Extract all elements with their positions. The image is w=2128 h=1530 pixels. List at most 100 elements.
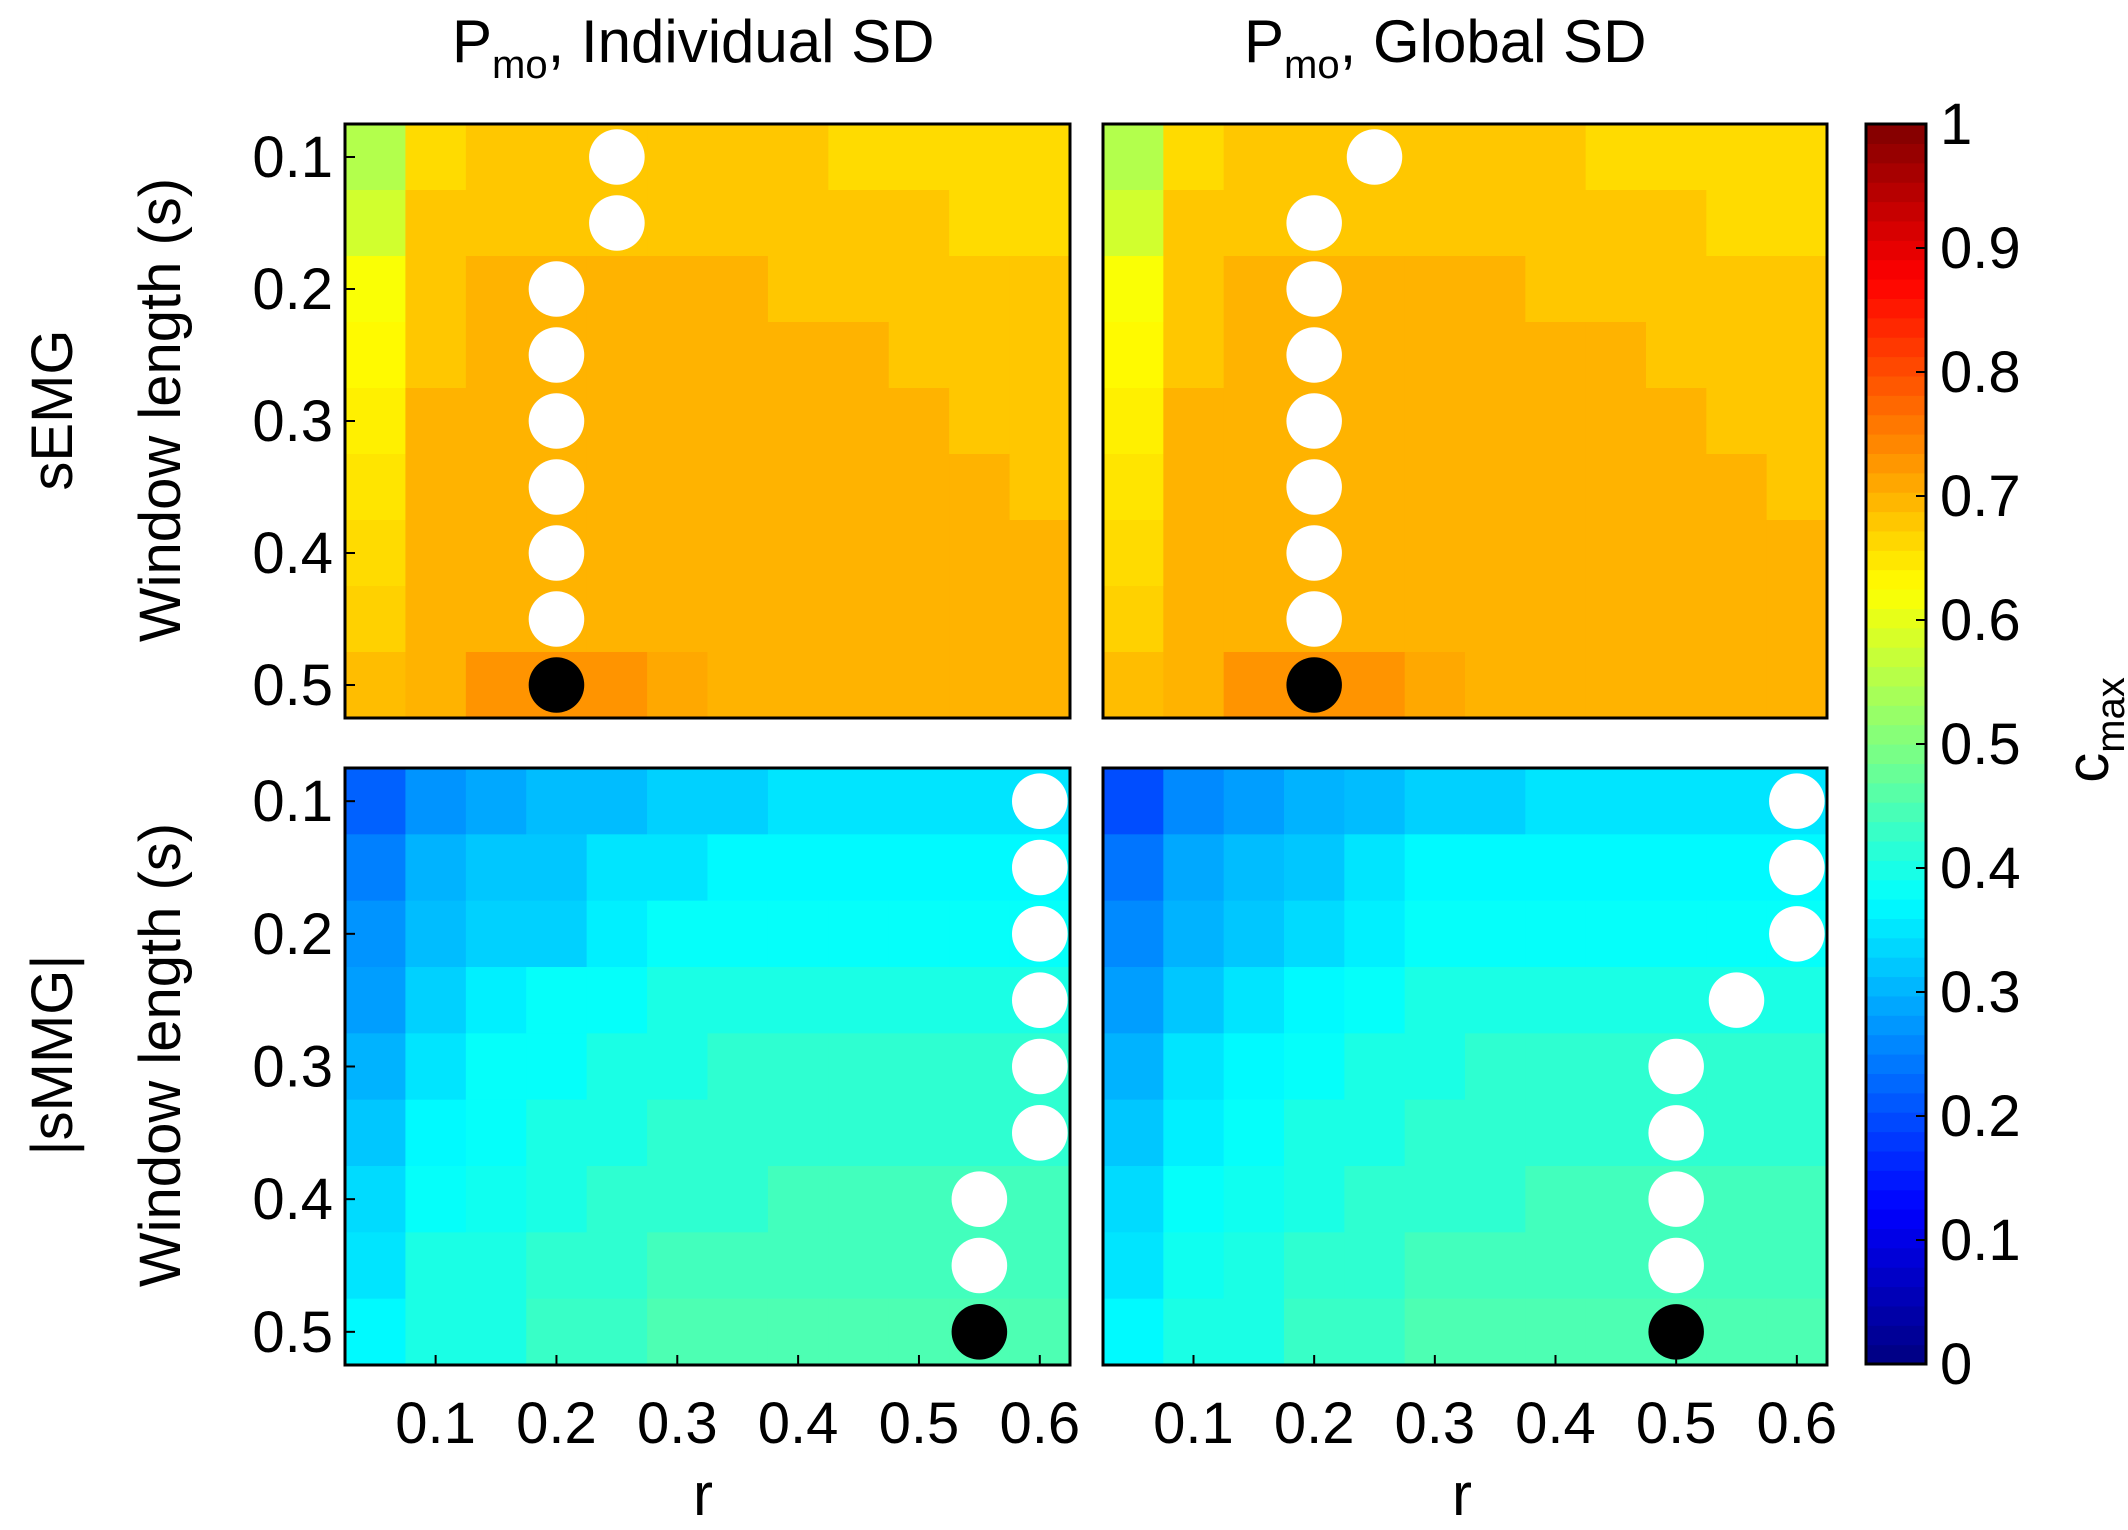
heatmap-cell [345, 1099, 407, 1167]
heatmap-cell [1009, 256, 1071, 323]
heatmap-cell [1223, 1232, 1285, 1300]
colorbar-swatch [1866, 414, 1926, 435]
colorbar-tick-label: 0.1 [1940, 1208, 2021, 1273]
heatmap-cell [707, 520, 769, 587]
heatmap-cell [767, 190, 829, 257]
heatmap-cell [1284, 1099, 1345, 1167]
heatmap-cell [1465, 388, 1526, 455]
heatmap-cell [1525, 1099, 1587, 1167]
heatmap-cell [586, 768, 648, 835]
heatmap-cell [647, 768, 709, 835]
heatmap-cell [1646, 256, 1707, 323]
heatmap-cell [1525, 768, 1587, 835]
heatmap-cell [888, 586, 950, 653]
heatmap-cell [767, 1099, 829, 1167]
heatmap-cell [1163, 520, 1225, 587]
max-marker [528, 591, 585, 647]
heatmap-cell [465, 586, 527, 653]
colorbar-swatch [1866, 685, 1926, 706]
heatmap-cell [345, 1166, 407, 1233]
optimum-marker [528, 657, 585, 713]
heatmap-cell [1465, 454, 1526, 521]
colorbar-swatch [1866, 937, 1926, 958]
heatmap-cell [1465, 256, 1526, 323]
colorbar-swatch [1866, 666, 1926, 687]
heatmap-cell [1766, 1232, 1828, 1300]
max-marker [1286, 261, 1342, 317]
heatmap-cell [1525, 1232, 1587, 1300]
heatmap-cell [465, 1298, 527, 1366]
colorbar-swatch [1866, 589, 1926, 609]
heatmap-cell [1585, 454, 1647, 521]
heatmap-cell [647, 454, 709, 521]
heatmap-cell [1223, 1298, 1285, 1366]
heatmap-cell [1706, 834, 1768, 902]
heatmap-cell [1525, 1298, 1587, 1366]
y-axis-title-top: Window length (s) [128, 178, 193, 642]
heatmap-cell [828, 900, 890, 968]
heatmap-cell [345, 322, 407, 389]
heatmap-cell [1284, 124, 1345, 191]
heatmap-cell [707, 967, 769, 1034]
colorbar-swatch [1866, 492, 1926, 513]
heatmap-cell [1344, 967, 1406, 1034]
colorbar-swatch [1866, 550, 1926, 571]
x-axis-title-right: r [1452, 1461, 1472, 1528]
heatmap-cell [405, 1232, 467, 1300]
heatmap-cell [888, 652, 950, 719]
heatmap-cell [1344, 834, 1406, 902]
heatmap-cell [1766, 1166, 1828, 1233]
heatmap-cell [1163, 256, 1225, 323]
colorbar-swatch [1866, 782, 1926, 803]
colorbar-swatch [1866, 337, 1926, 358]
heatmap-cell [1465, 967, 1526, 1034]
heatmap-cell [345, 1298, 407, 1366]
heatmap-cell [707, 652, 769, 719]
heatmap-cell [1223, 900, 1285, 968]
heatmap-cell [828, 322, 890, 389]
y-tick-label: 0.1 [252, 769, 333, 834]
heatmap-cell [1344, 900, 1406, 968]
heatmap-cell [707, 124, 769, 191]
heatmap-panel-semg-individual: 0.1 0.2 0.3 0.4 0.5 [252, 122, 1072, 720]
heatmap-cell [1465, 834, 1526, 902]
heatmap-cell [1404, 256, 1466, 323]
colorbar-label: cmax [2054, 677, 2128, 783]
heatmap-cell [1163, 1033, 1225, 1101]
heatmap-cell [888, 1232, 950, 1300]
colorbar-swatch [1866, 608, 1926, 629]
heatmap-cell [345, 124, 407, 191]
heatmap-cell [888, 520, 950, 587]
heatmap-cell [1706, 256, 1768, 323]
heatmap-cell [465, 322, 527, 389]
heatmap-cell [345, 388, 407, 455]
heatmap-cell [1344, 1232, 1406, 1300]
heatmap-cell [1465, 586, 1526, 653]
heatmap-cell [1706, 900, 1768, 968]
x-axis-title-left: r [693, 1461, 713, 1528]
heatmap-cell [526, 768, 588, 835]
heatmap-cell [1525, 520, 1587, 587]
heatmap-cell [647, 388, 709, 455]
heatmap-cell [465, 652, 527, 719]
heatmap-cell [888, 388, 950, 455]
heatmap-cell [345, 967, 407, 1034]
optimum-marker [951, 1304, 1008, 1360]
max-marker [1769, 839, 1825, 896]
heatmap-cell [949, 1099, 1011, 1167]
heatmap-cell [647, 834, 709, 902]
heatmap-cell [1344, 768, 1406, 835]
max-marker [1012, 1105, 1068, 1161]
heatmap-cell [949, 1033, 1011, 1101]
heatmap-cell [1163, 190, 1225, 257]
heatmap-cell [465, 900, 527, 968]
heatmap-cell [949, 586, 1011, 653]
colorbar-swatch [1866, 1092, 1926, 1113]
heatmap-cell [405, 388, 467, 455]
heatmap-cell [405, 1099, 467, 1167]
heatmap-cell [1646, 388, 1707, 455]
colorbar-swatch [1866, 434, 1926, 454]
heatmap-cell [1103, 652, 1164, 719]
heatmap-cell [1525, 322, 1587, 389]
heatmap-cell [707, 900, 769, 968]
